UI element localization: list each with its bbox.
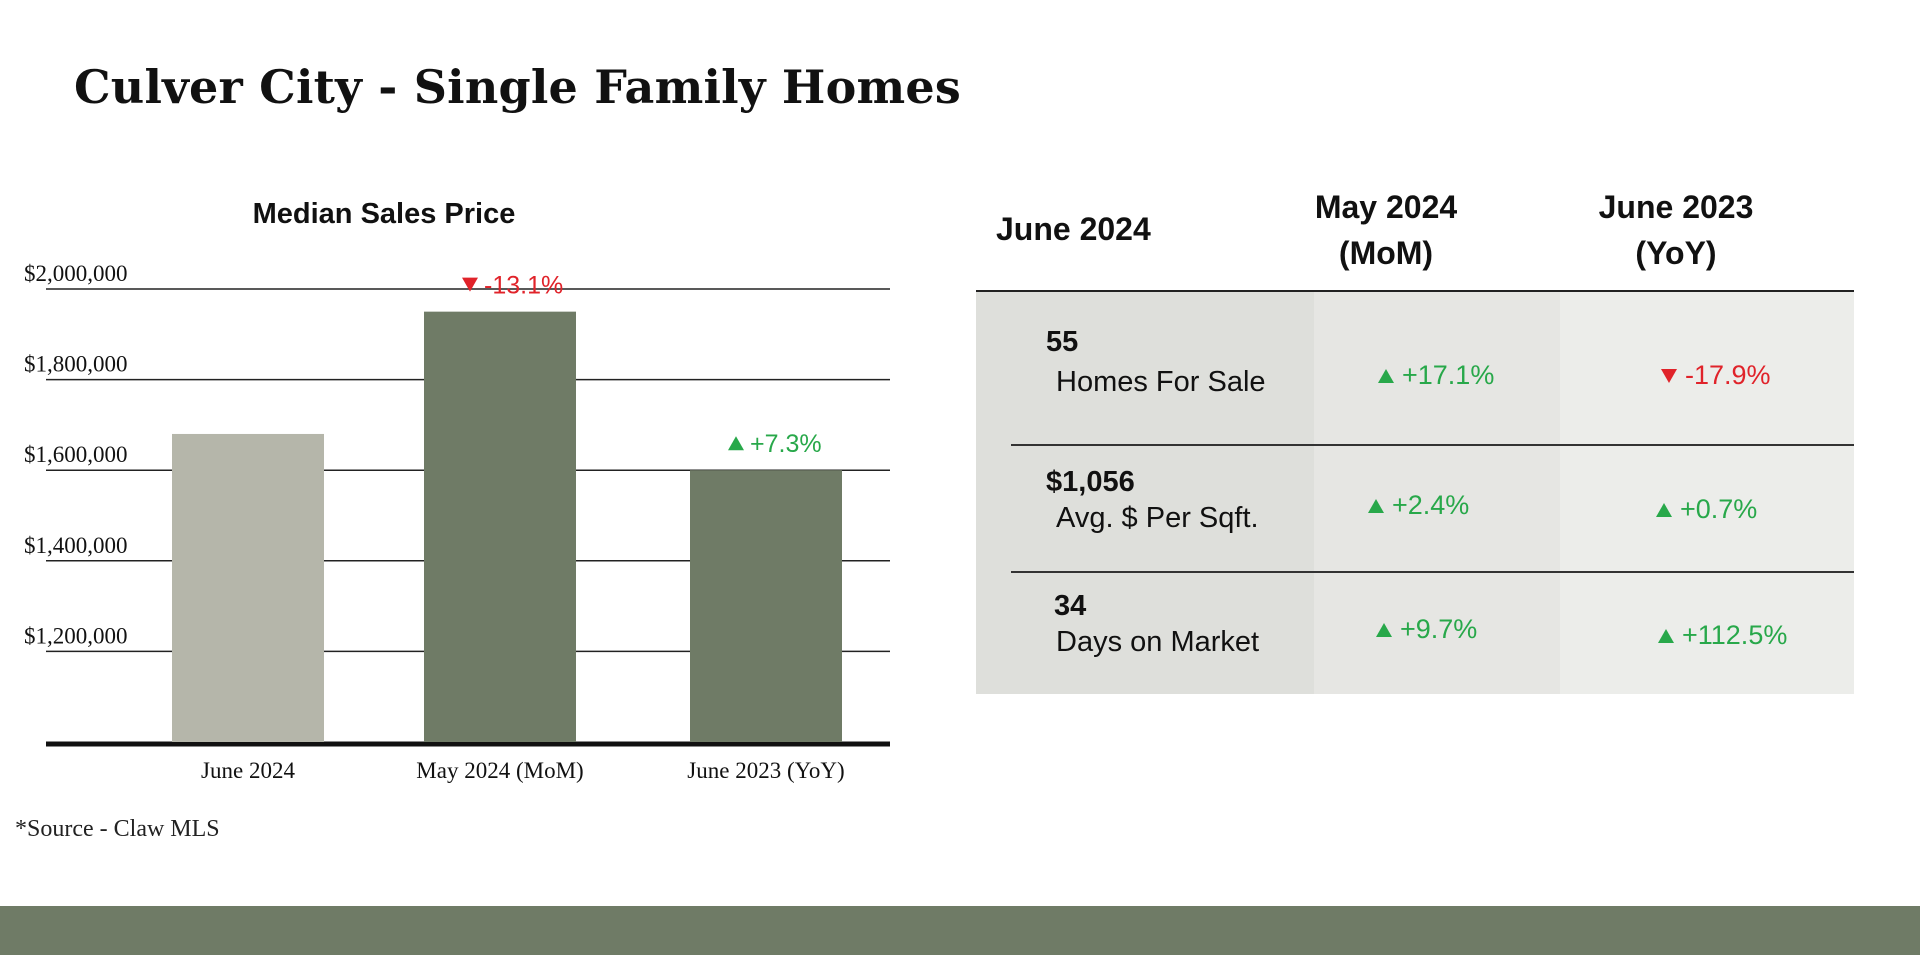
homes-for-sale-mom-change: +17.1% — [1378, 360, 1494, 391]
y-tick-label: $1,800,000 — [24, 352, 128, 377]
up-arrow-icon — [1376, 622, 1392, 637]
up-arrow-icon — [1368, 498, 1384, 513]
x-tick-label: May 2024 (MoM) — [416, 758, 583, 783]
header-june-2023-yoy: June 2023 (YoY) — [1598, 189, 1754, 271]
y-tick-label: $1,600,000 — [24, 442, 128, 467]
table-header: June 2024 May 2024 (MoM) June 2023 (YoY) — [976, 180, 1854, 290]
y-tick-label: $1,200,000 — [24, 623, 128, 648]
source-note: *Source - Claw MLS — [15, 816, 220, 842]
header-june-2024: June 2024 — [996, 211, 1151, 247]
y-tick-label: $2,000,000 — [24, 261, 128, 286]
row-divider — [1011, 571, 1854, 573]
bar-1 — [172, 433, 324, 742]
up-arrow-icon — [728, 436, 744, 451]
x-tick-label: June 2023 (YoY) — [687, 758, 844, 783]
column-mom-bg — [1314, 292, 1560, 694]
footer-bar — [0, 906, 1920, 955]
y-tick-label: $1,400,000 — [24, 533, 128, 558]
data-label: +7.3% — [750, 430, 822, 458]
x-tick-label: June 2024 — [201, 758, 295, 783]
bar-2 — [424, 311, 576, 742]
bar-3 — [690, 470, 842, 742]
header-divider — [976, 290, 1854, 292]
days-on-market-label: Days on Market — [1056, 626, 1260, 658]
homes-for-sale-value: 55 — [1046, 326, 1079, 358]
avg-per-sqft-value: $1,056 — [1046, 466, 1135, 498]
avg-per-sqft-yoy-change: +0.7% — [1656, 494, 1757, 525]
chart-title: Median Sales Price — [253, 198, 516, 230]
column-yoy-bg — [1560, 292, 1854, 694]
avg-per-sqft-mom-change: +2.4% — [1368, 490, 1469, 521]
median-sales-price-chart: Median Sales Price $2,000,000 $1,800,000 $1… — [24, 198, 890, 783]
days-on-market-mom-change: +9.7% — [1376, 614, 1477, 645]
homes-for-sale-label: Homes For Sale — [1056, 366, 1266, 398]
homes-for-sale-yoy-change: -17.9% — [1661, 360, 1771, 391]
column-current-bg — [976, 292, 1314, 694]
page-title: Culver City - Single Family Homes — [74, 60, 961, 114]
down-arrow-icon — [1661, 368, 1677, 383]
down-arrow-icon — [462, 277, 478, 292]
up-arrow-icon — [1658, 628, 1674, 643]
days-on-market-value: 34 — [1054, 590, 1087, 622]
avg-per-sqft-label: Avg. $ Per Sqft. — [1056, 502, 1259, 534]
up-arrow-icon — [1656, 502, 1672, 517]
days-on-market-yoy-change: +112.5% — [1658, 620, 1787, 651]
data-label: -13.1% — [484, 272, 563, 300]
row-divider — [1011, 444, 1854, 446]
up-arrow-icon — [1378, 368, 1394, 383]
header-may-2024-mom: May 2024 (MoM) — [1314, 189, 1458, 271]
